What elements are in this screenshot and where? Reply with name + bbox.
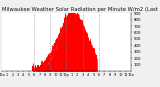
Text: Milwaukee Weather Solar Radiation per Minute W/m2 (Last 24 Hours): Milwaukee Weather Solar Radiation per Mi… [2,7,160,12]
